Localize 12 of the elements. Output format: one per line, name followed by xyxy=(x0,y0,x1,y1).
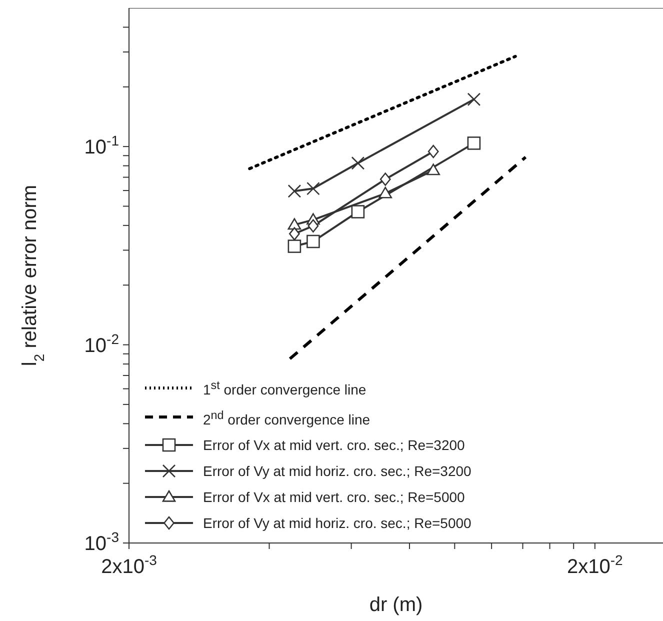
y-tick-label: 10$^{-2}$ xyxy=(84,330,120,357)
legend-label: Error of Vy at mid horiz. cro. sec.; Re=5000 xyxy=(203,514,472,534)
x-axis-title: dr (m) xyxy=(369,594,423,616)
legend-label: 2$^{nd}$ order convergence line xyxy=(203,408,370,430)
y-tick-label: 10$^{-1}$ xyxy=(84,132,120,159)
legend-label: Error of Vx at mid vert. cro. sec.; Re=3200 xyxy=(203,436,465,456)
legend-label: 1$^{st}$ order convergence line xyxy=(203,378,366,400)
legend-label: Error of Vy at mid horiz. cro. sec.; Re=3200 xyxy=(203,462,472,482)
y-tick-label: 10$^{-3}$ xyxy=(84,529,120,555)
x-tick-label: 2x10$^{-2}$ xyxy=(567,552,624,578)
legend-label: Error of Vx at mid vert. cro. sec.; Re=5000 xyxy=(203,488,465,508)
x-tick-label: 2x10$^{-3}$ xyxy=(101,552,158,578)
